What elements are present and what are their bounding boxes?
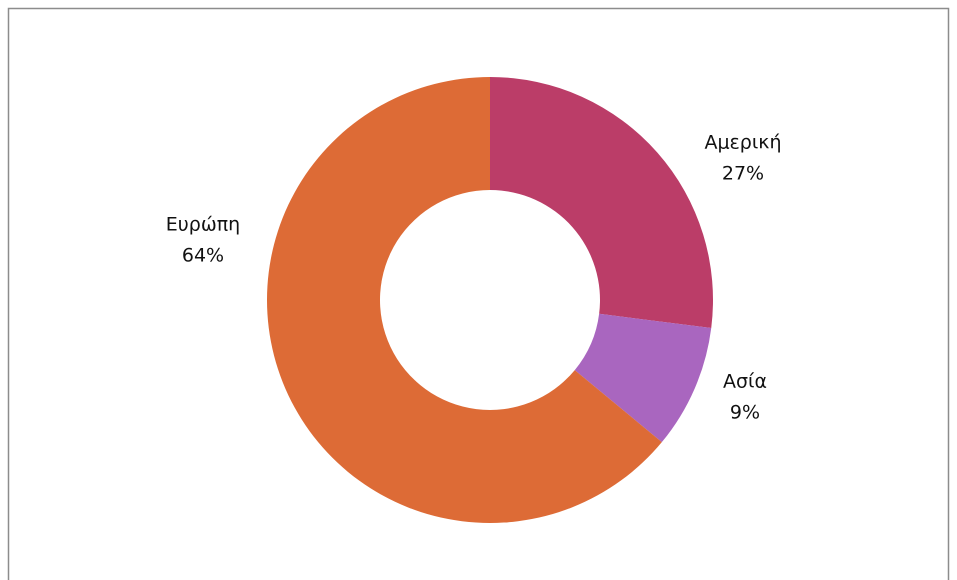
value-label: 9% bbox=[730, 402, 760, 424]
donut-slice bbox=[267, 77, 662, 523]
donut-slice bbox=[574, 313, 712, 443]
category-label: Αμερική bbox=[704, 132, 781, 154]
category-label: Ευρώπη bbox=[166, 214, 240, 236]
donut-slice bbox=[490, 77, 714, 328]
value-label: 64% bbox=[182, 245, 224, 267]
category-label: Ασία bbox=[723, 371, 767, 393]
value-label: 27% bbox=[722, 163, 764, 185]
